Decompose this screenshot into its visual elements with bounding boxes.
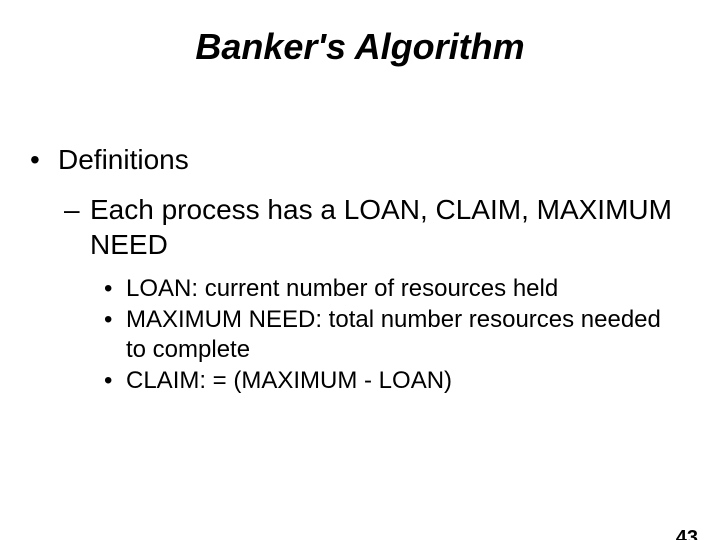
dash-icon: – [64,192,80,227]
slide-title: Banker's Algorithm [0,26,720,68]
bullet-dot-icon: • [104,305,112,336]
page-number: 43 [676,527,698,540]
bullet-level-3-text: MAXIMUM NEED: total number resources nee… [126,306,661,364]
bullet-dot-icon: • [104,274,112,305]
bullet-level-2-text: Each process has a LOAN, CLAIM, MAXIMUM … [90,194,672,260]
bullet-dot-icon: • [104,366,112,397]
bullet-level-3-group: • LOAN: current number of resources held… [104,274,680,397]
slide: Banker's Algorithm • Definitions – Each … [0,26,720,540]
bullet-dot-icon: • [30,144,40,176]
bullet-level-3-text: CLAIM: = (MAXIMUM - LOAN) [126,367,452,394]
bullet-level-2: – Each process has a LOAN, CLAIM, MAXIMU… [64,192,680,262]
bullet-level-1: • Definitions [30,144,690,176]
bullet-level-3: • MAXIMUM NEED: total number resources n… [104,305,680,366]
bullet-level-3: • LOAN: current number of resources held [104,274,680,305]
bullet-level-3: • CLAIM: = (MAXIMUM - LOAN) [104,366,680,397]
bullet-level-1-text: Definitions [58,144,189,175]
bullet-level-3-text: LOAN: current number of resources held [126,275,558,302]
